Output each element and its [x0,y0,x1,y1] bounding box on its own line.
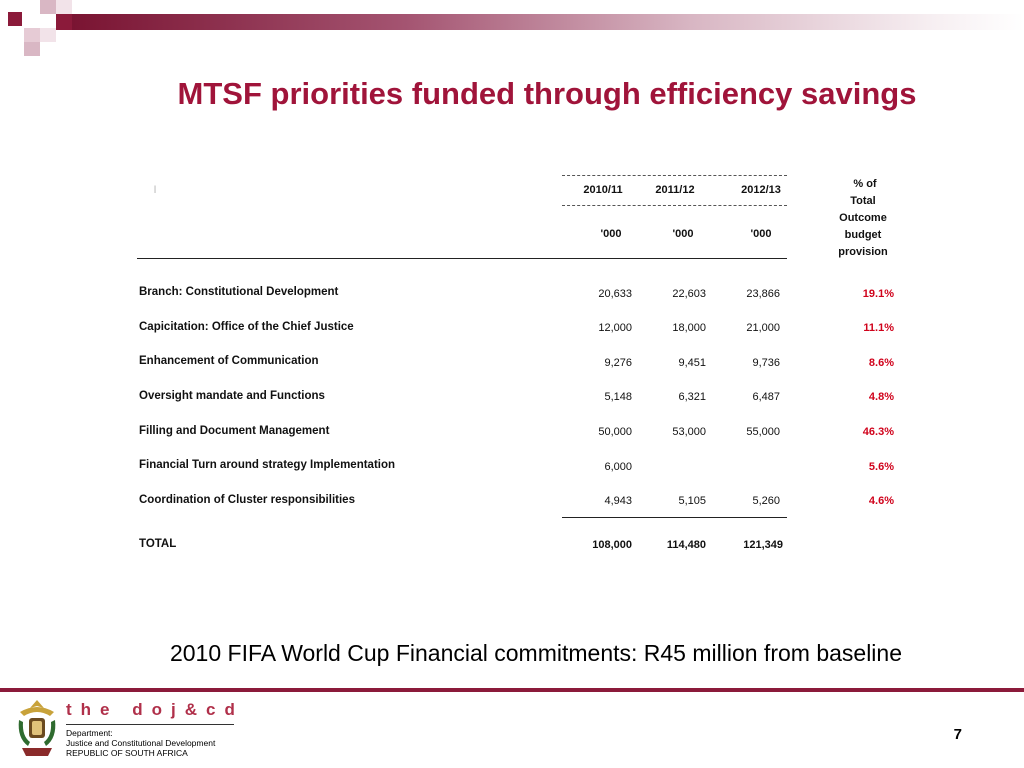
total-label: TOTAL [139,538,177,550]
header-mid-rule [562,205,787,206]
row-label: Coordination of Cluster responsibilities [139,494,355,506]
value-2010-11: 12,000 [598,322,632,334]
total-2011-12: 114,480 [666,539,706,551]
pct-header-line: Total [850,195,876,207]
unit-header: '000 [750,228,772,240]
row-label: Capicitation: Office of the Chief Justic… [139,321,354,333]
header-gradient-band [72,14,1024,30]
dept-line: Department: [66,728,113,738]
total-rule [562,517,787,518]
decor-square [24,42,40,56]
decor-square [40,0,56,14]
header-marker: I [153,184,157,196]
value-2011-12: 6,321 [678,391,706,403]
value-2010-11: 4,943 [604,495,632,507]
page-number: 7 [953,726,962,743]
header-top-rule [562,175,787,176]
brand-name: the doj&cd [66,700,244,719]
value-2012-13: 23,866 [746,288,780,300]
pct-header-line: budget [844,229,882,241]
slide-title: MTSF priorities funded through efficienc… [177,76,917,111]
decor-square [56,14,72,30]
value-2011-12: 53,000 [672,426,706,438]
year-header: 2010/11 [583,184,623,196]
footnote: 2010 FIFA World Cup Financial commitment… [169,640,903,666]
pct-value: 11.1% [863,322,894,334]
value-2011-12: 9,451 [678,357,706,369]
row-label: Branch: Constitutional Development [139,286,339,298]
decor-square [40,28,56,42]
pct-value: 19.1% [862,288,894,300]
pct-header-line: Outcome [839,212,887,224]
footer-rule [0,688,1024,692]
value-2012-13: 9,736 [752,357,780,369]
value-2010-11: 20,633 [598,288,632,300]
value-2012-13: 21,000 [746,322,780,334]
pct-value: 5.6% [868,461,894,473]
coat-of-arms-icon [18,700,56,756]
value-2012-13: 55,000 [746,426,780,438]
value-2012-13: 6,487 [752,391,780,403]
value-2011-12: 18,000 [672,322,706,334]
pct-value: 46.3% [862,426,894,438]
value-2011-12: 5,105 [678,495,706,507]
pct-header-line: % of [853,178,877,190]
year-header: 2011/12 [655,184,695,196]
pct-header-line: provision [838,246,888,258]
pct-value: 4.8% [868,391,894,403]
header-bottom-rule [137,258,787,259]
row-label: Enhancement of Communication [139,355,319,367]
pct-value: 4.6% [868,495,894,507]
row-label: Filling and Document Management [139,425,330,437]
value-2012-13: 5,260 [752,495,780,507]
pct-value: 8.6% [868,357,894,369]
department-text: Department: Justice and Constitutional D… [66,728,215,758]
row-label: Financial Turn around strategy Implement… [139,459,396,471]
dept-line: REPUBLIC OF SOUTH AFRICA [66,748,188,758]
value-2010-11: 5,148 [604,391,632,403]
decor-square [8,12,22,26]
brand-rule [66,724,234,725]
value-2011-12: 22,603 [672,288,706,300]
value-2010-11: 50,000 [598,426,632,438]
value-2010-11: 6,000 [604,461,632,473]
unit-header: '000 [672,228,694,240]
unit-header: '000 [600,228,622,240]
decor-square [24,28,40,42]
dept-line: Justice and Constitutional Development [66,738,216,748]
total-2010-11: 108,000 [592,539,632,551]
total-2012-13: 121,349 [743,539,783,551]
decor-square [56,0,72,14]
row-label: Oversight mandate and Functions [139,390,325,402]
value-2010-11: 9,276 [604,357,632,369]
year-header: 2012/13 [741,184,781,196]
